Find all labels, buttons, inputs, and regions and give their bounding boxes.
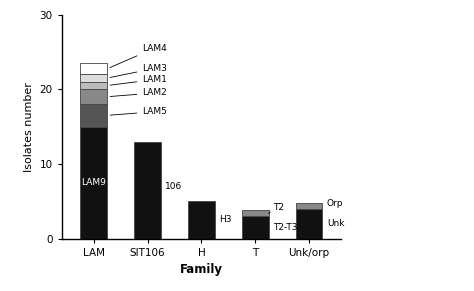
Bar <box>242 210 269 216</box>
Bar <box>134 141 161 239</box>
Bar <box>81 63 107 74</box>
Text: H3: H3 <box>219 215 232 224</box>
Text: T2-T3: T2-T3 <box>273 223 298 232</box>
Bar <box>81 82 107 89</box>
Text: T2: T2 <box>269 203 284 213</box>
Bar <box>81 127 107 239</box>
Y-axis label: Isolates number: Isolates number <box>24 82 34 171</box>
Bar <box>81 89 107 104</box>
Text: 106: 106 <box>165 182 182 191</box>
Text: Orp: Orp <box>327 199 343 208</box>
Bar <box>296 209 322 239</box>
Text: Unk: Unk <box>327 219 344 228</box>
Bar <box>296 203 322 209</box>
Text: LAM4: LAM4 <box>110 44 167 68</box>
Text: LAM2: LAM2 <box>110 88 167 97</box>
X-axis label: Family: Family <box>180 263 223 276</box>
Bar <box>242 216 269 239</box>
Text: LAM3: LAM3 <box>110 64 167 77</box>
Text: LAM5: LAM5 <box>110 107 167 116</box>
Bar <box>81 74 107 82</box>
Bar <box>188 201 215 239</box>
Bar <box>81 104 107 127</box>
Text: LAM1: LAM1 <box>110 75 167 85</box>
Text: LAM9: LAM9 <box>82 178 106 187</box>
